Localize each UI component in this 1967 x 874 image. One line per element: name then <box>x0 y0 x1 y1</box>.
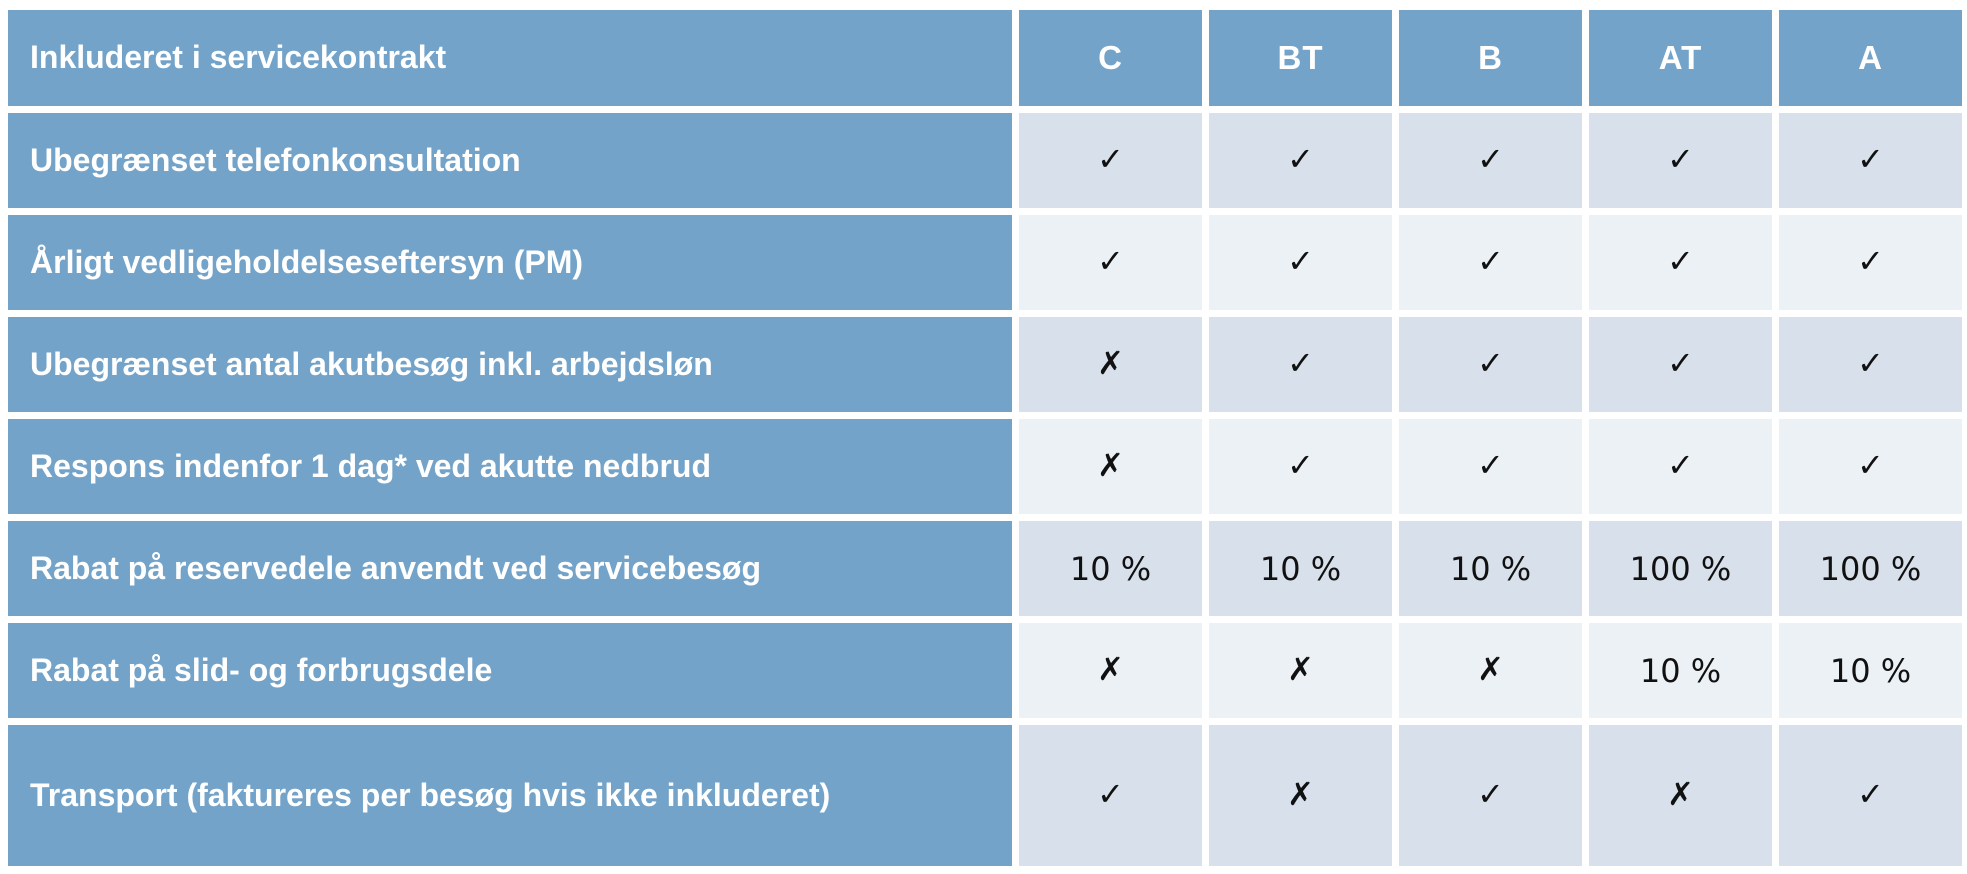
value-cell: 10 % <box>1019 521 1202 616</box>
value-cell: 10 % <box>1399 521 1582 616</box>
value-cell: ✗ <box>1019 419 1202 514</box>
check-icon: ✓ <box>1287 241 1314 280</box>
row-label-vedligeholdelseseftersyn: Årligt vedligeholdelseseftersyn (PM) <box>8 215 1012 310</box>
value-cell: ✗ <box>1019 623 1202 718</box>
cross-icon: ✗ <box>1097 343 1124 382</box>
cross-icon: ✗ <box>1287 774 1314 813</box>
column-header-label: A <box>1858 39 1883 76</box>
check-icon: ✓ <box>1477 445 1504 484</box>
value-cell: ✓ <box>1589 317 1772 412</box>
check-icon: ✓ <box>1287 139 1314 178</box>
value-cell: ✓ <box>1399 419 1582 514</box>
check-icon: ✓ <box>1857 445 1884 484</box>
row-label-rabat-sliddele: Rabat på slid- og forbrugsdele <box>8 623 1012 718</box>
column-header-at: AT <box>1589 10 1772 106</box>
check-icon: ✓ <box>1477 241 1504 280</box>
service-contract-table: Inkluderet i servicekontrakt C BT B AT A… <box>8 10 1962 866</box>
value-cell: ✓ <box>1399 215 1582 310</box>
check-icon: ✓ <box>1667 139 1694 178</box>
value-cell: ✗ <box>1209 725 1392 866</box>
value-cell: ✓ <box>1589 419 1772 514</box>
value-cell: ✗ <box>1399 623 1582 718</box>
percent-value: 10 % <box>1069 549 1152 588</box>
column-header-label: B <box>1478 39 1503 76</box>
value-cell: ✓ <box>1399 113 1582 208</box>
cross-icon: ✗ <box>1287 649 1314 688</box>
row-label: Transport (faktureres per besøg hvis ikk… <box>30 776 831 813</box>
row-label: Ubegrænset telefonkonsultation <box>30 141 521 178</box>
check-icon: ✓ <box>1287 445 1314 484</box>
column-header-c: C <box>1019 10 1202 106</box>
check-icon: ✓ <box>1477 343 1504 382</box>
percent-value: 10 % <box>1259 549 1342 588</box>
row-label-telefonkonsultation: Ubegrænset telefonkonsultation <box>8 113 1012 208</box>
value-cell: ✓ <box>1779 113 1962 208</box>
value-cell: ✗ <box>1209 623 1392 718</box>
column-header-b: B <box>1399 10 1582 106</box>
cross-icon: ✗ <box>1097 649 1124 688</box>
value-cell: ✗ <box>1589 725 1772 866</box>
cross-icon: ✗ <box>1097 445 1124 484</box>
row-label-rabat-reservedele: Rabat på reservedele anvendt ved service… <box>8 521 1012 616</box>
value-cell: ✓ <box>1209 317 1392 412</box>
check-icon: ✓ <box>1097 241 1124 280</box>
cross-icon: ✗ <box>1667 774 1694 813</box>
column-header-bt: BT <box>1209 10 1392 106</box>
percent-value: 100 % <box>1819 549 1922 588</box>
percent-value: 100 % <box>1629 549 1732 588</box>
value-cell: ✓ <box>1399 317 1582 412</box>
value-cell: 10 % <box>1589 623 1772 718</box>
value-cell: ✓ <box>1589 215 1772 310</box>
value-cell: ✓ <box>1399 725 1582 866</box>
check-icon: ✓ <box>1097 139 1124 178</box>
value-cell: ✓ <box>1019 215 1202 310</box>
check-icon: ✓ <box>1667 241 1694 280</box>
value-cell: 100 % <box>1779 521 1962 616</box>
column-header-label: AT <box>1658 39 1703 76</box>
value-cell: 10 % <box>1779 623 1962 718</box>
table-title: Inkluderet i servicekontrakt <box>30 39 447 76</box>
check-icon: ✓ <box>1477 139 1504 178</box>
value-cell: ✓ <box>1779 215 1962 310</box>
value-cell: ✓ <box>1209 419 1392 514</box>
value-cell: ✓ <box>1779 419 1962 514</box>
row-label: Årligt vedligeholdelseseftersyn (PM) <box>30 243 584 280</box>
table-title-cell: Inkluderet i servicekontrakt <box>8 10 1012 106</box>
check-icon: ✓ <box>1097 774 1124 813</box>
check-icon: ✓ <box>1667 445 1694 484</box>
value-cell: ✓ <box>1779 725 1962 866</box>
value-cell: ✓ <box>1209 113 1392 208</box>
check-icon: ✓ <box>1857 139 1884 178</box>
value-cell: 100 % <box>1589 521 1772 616</box>
row-label: Ubegrænset antal akutbesøg inkl. arbejds… <box>30 345 713 382</box>
check-icon: ✓ <box>1857 343 1884 382</box>
check-icon: ✓ <box>1287 343 1314 382</box>
check-icon: ✓ <box>1857 774 1884 813</box>
percent-value: 10 % <box>1639 651 1722 690</box>
percent-value: 10 % <box>1449 549 1532 588</box>
value-cell: 10 % <box>1209 521 1392 616</box>
cross-icon: ✗ <box>1477 649 1504 688</box>
value-cell: ✓ <box>1019 725 1202 866</box>
row-label: Rabat på slid- og forbrugsdele <box>30 651 493 688</box>
row-label-akutbesoeg: Ubegrænset antal akutbesøg inkl. arbejds… <box>8 317 1012 412</box>
value-cell: ✓ <box>1779 317 1962 412</box>
percent-value: 10 % <box>1829 651 1912 690</box>
value-cell: ✓ <box>1209 215 1392 310</box>
column-header-a: A <box>1779 10 1962 106</box>
check-icon: ✓ <box>1477 774 1504 813</box>
column-header-label: BT <box>1277 39 1324 76</box>
value-cell: ✗ <box>1019 317 1202 412</box>
check-icon: ✓ <box>1667 343 1694 382</box>
row-label: Respons indenfor 1 dag* ved akutte nedbr… <box>30 447 711 484</box>
value-cell: ✓ <box>1019 113 1202 208</box>
row-label: Rabat på reservedele anvendt ved service… <box>30 549 762 586</box>
row-label-transport: Transport (faktureres per besøg hvis ikk… <box>8 725 1012 866</box>
row-label-respons: Respons indenfor 1 dag* ved akutte nedbr… <box>8 419 1012 514</box>
check-icon: ✓ <box>1857 241 1884 280</box>
column-header-label: C <box>1098 39 1123 76</box>
value-cell: ✓ <box>1589 113 1772 208</box>
